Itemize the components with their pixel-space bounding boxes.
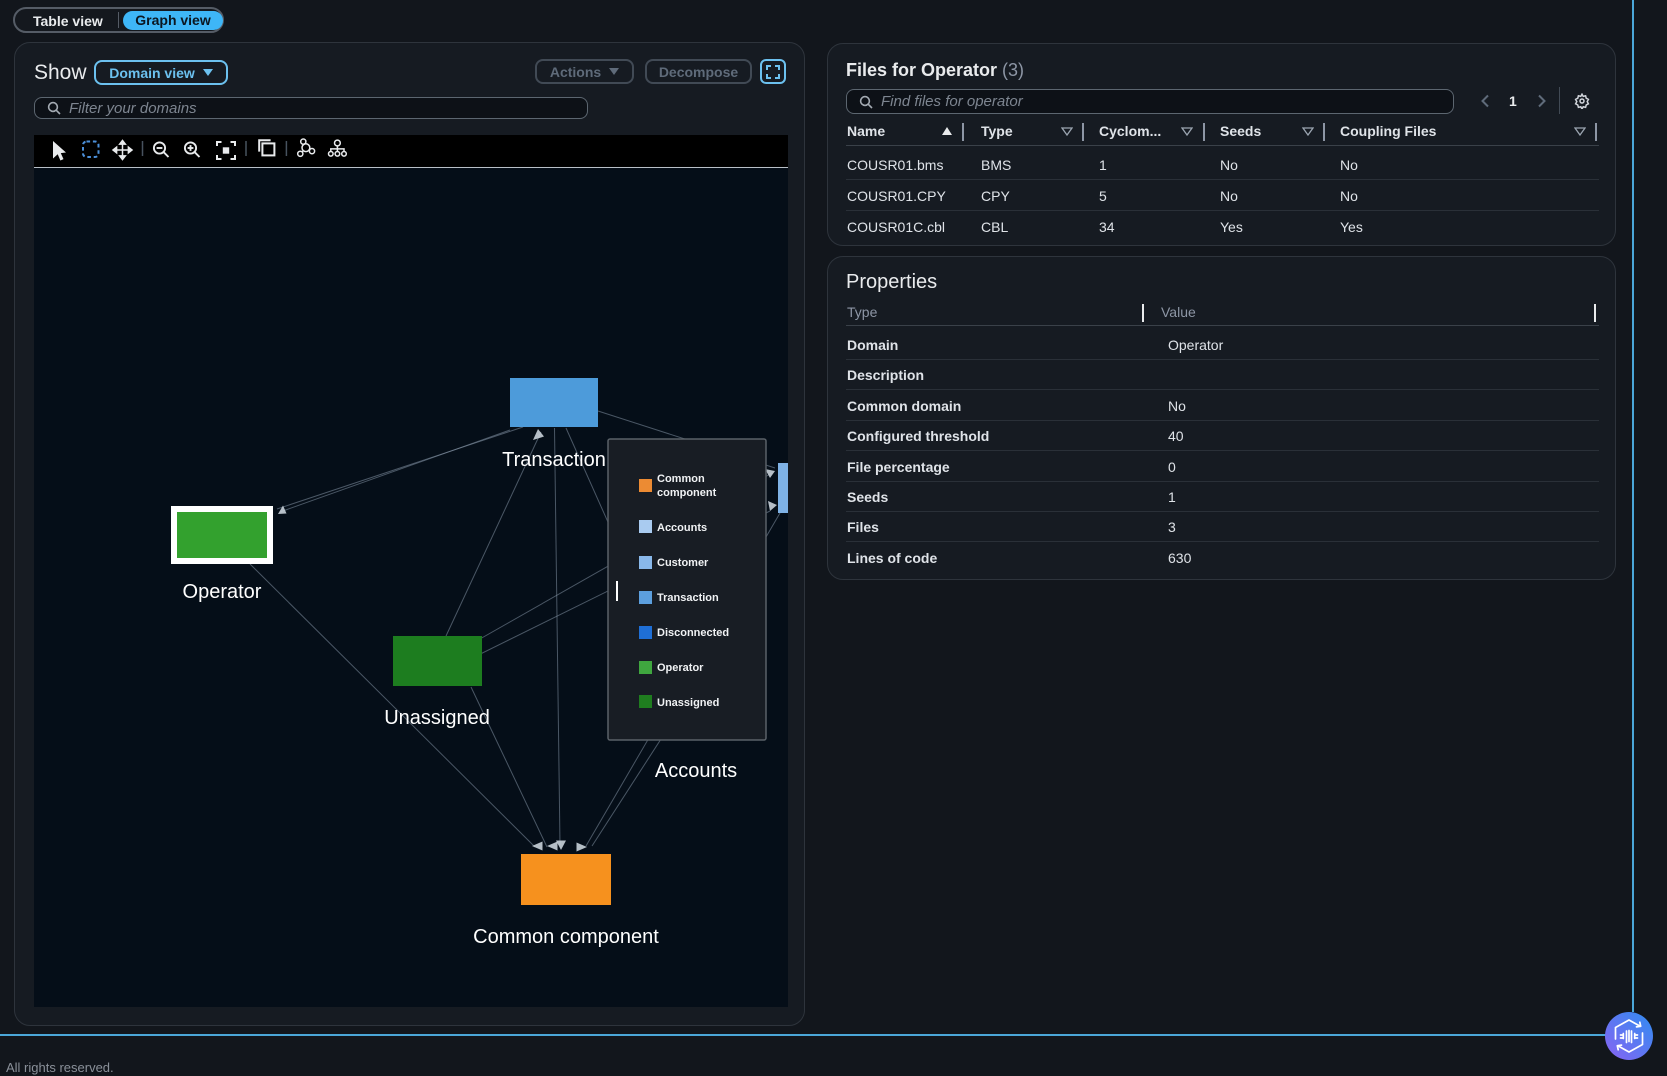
svg-text:Transaction: Transaction: [502, 449, 606, 471]
svg-text:Disconnected: Disconnected: [657, 627, 729, 639]
svg-text:Transaction: Transaction: [657, 592, 719, 604]
svg-text:Operator: Operator: [183, 581, 262, 603]
svg-text:Operator: Operator: [657, 662, 704, 674]
svg-text:Unassigned: Unassigned: [657, 697, 719, 709]
svg-text:Accounts: Accounts: [657, 522, 707, 534]
svg-text:component: component: [657, 487, 717, 499]
svg-text:Common: Common: [657, 473, 705, 485]
svg-text:Accounts: Accounts: [655, 760, 737, 782]
svg-text:Unassigned: Unassigned: [384, 707, 490, 729]
svg-text:Common component: Common component: [473, 926, 659, 948]
svg-text:Customer: Customer: [657, 557, 709, 569]
